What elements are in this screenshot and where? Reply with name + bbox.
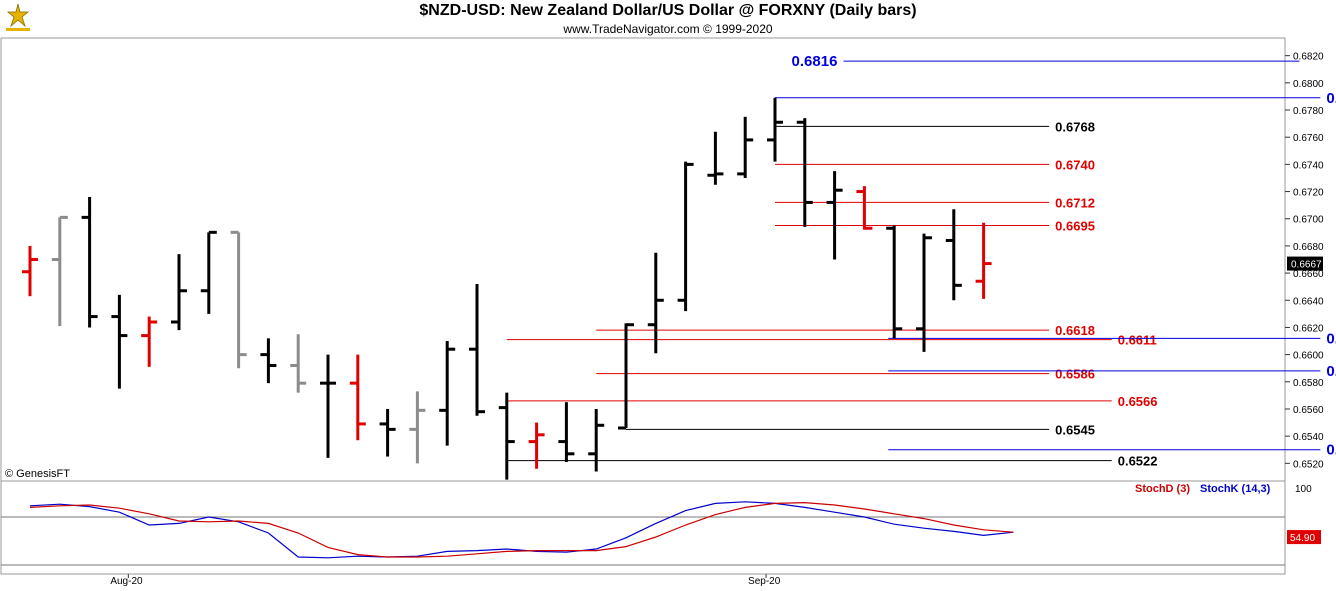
level-label: 0.6712 <box>1055 195 1095 210</box>
chart-title: $NZD-USD: New Zealand Dollar/US Dollar @… <box>419 2 917 19</box>
last-price-box <box>1287 256 1323 271</box>
stoch-series-line <box>29 501 1014 558</box>
price-tick-label: 0.6700 <box>1293 215 1324 226</box>
support-resistance-levels: 0.6816 0.6789 0.6768 0.6740 0.6712 0.6695 0.66… <box>506 53 1336 469</box>
chart-frame <box>0 37 1286 575</box>
stoch-last-value-box <box>1287 530 1321 545</box>
level-label: 0.6695 <box>1055 219 1095 234</box>
level-label: 0.6740 <box>1055 157 1095 172</box>
trade-navigator-logo <box>6 3 30 31</box>
price-tick-label: 0.6740 <box>1293 160 1324 171</box>
legend-stochd: StochD (3) <box>1135 483 1190 495</box>
price-axis: 0.6820 0.6800 0.6780 0.6760 0.6740 0.6720 0.67… <box>1285 52 1324 470</box>
price-tick-label: 0.6780 <box>1293 106 1324 117</box>
level-label: 0.6611 <box>1118 333 1157 348</box>
price-tick-label: 0.6820 <box>1293 52 1324 63</box>
price-tick-label: 0.6800 <box>1293 79 1324 90</box>
stochastic-panel: 100 54.90 <box>1 484 1321 566</box>
plot-border <box>0 37 1286 575</box>
date-tick-label: Aug-20 <box>110 576 143 587</box>
price-tick-label: 0.6660 <box>1293 269 1324 280</box>
price-tick-label: 0.6680 <box>1293 242 1324 253</box>
level-label: 0.6789 <box>1326 90 1336 107</box>
level-label: 0.6566 <box>1118 394 1158 409</box>
level-label: 0.6816 <box>792 53 838 70</box>
price-tick-label: 0.6600 <box>1293 351 1324 362</box>
price-tick-label: 0.6580 <box>1293 378 1324 389</box>
price-tick-label: 0.6560 <box>1293 405 1324 416</box>
copyright-notice: © GenesisFT <box>5 468 70 480</box>
level-label: 0.6618 <box>1055 323 1095 338</box>
price-tick-label: 0.6540 <box>1293 432 1324 443</box>
level-label: 0.6588 <box>1326 363 1336 380</box>
level-label: 0.6530 <box>1326 442 1336 459</box>
price-tick-label: 0.6760 <box>1293 133 1324 144</box>
stoch-last-value-label: 54.90 <box>1290 533 1315 544</box>
price-tick-label: 0.6520 <box>1293 459 1324 470</box>
last-price-label: 0.6667 <box>1291 260 1322 271</box>
level-label: 0.6586 <box>1055 367 1095 382</box>
level-label: 0.6545 <box>1055 422 1095 437</box>
date-tick-label: Sep-20 <box>748 576 781 587</box>
legend-stochk: StochK (14,3) <box>1200 483 1271 495</box>
price-tick-label: 0.6620 <box>1293 323 1324 334</box>
price-bars <box>22 97 992 480</box>
price-tick-label: 0.6720 <box>1293 188 1324 199</box>
level-label: 0.6768 <box>1055 119 1095 134</box>
stoch-series-line <box>29 501 1014 559</box>
level-label: 0.6612 <box>1326 330 1336 347</box>
chart-subtitle: www.TradeNavigator.com © 1999-2020 <box>563 22 773 36</box>
level-label: 0.6522 <box>1118 454 1158 469</box>
stoch-tick-label: 100 <box>1295 484 1312 495</box>
price-tick-label: 0.6640 <box>1293 296 1324 307</box>
date-axis: Aug-20 Sep-20 <box>110 574 781 587</box>
